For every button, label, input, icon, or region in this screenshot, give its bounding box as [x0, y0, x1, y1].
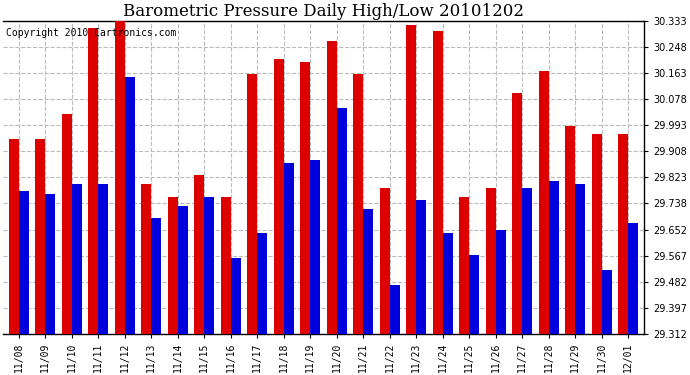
Bar	[194, 175, 204, 334]
Bar	[45, 194, 55, 334]
Bar	[115, 21, 125, 334]
Title: Barometric Pressure Daily High/Low 20101202: Barometric Pressure Daily High/Low 20101…	[123, 3, 524, 20]
Bar	[178, 206, 188, 334]
Bar	[592, 134, 602, 334]
Text: Copyright 2010 Cartronics.com: Copyright 2010 Cartronics.com	[6, 28, 177, 38]
Bar	[88, 28, 98, 334]
Bar	[310, 160, 320, 334]
Bar	[416, 200, 426, 334]
Bar	[629, 223, 638, 334]
Bar	[353, 74, 363, 334]
Bar	[380, 188, 390, 334]
Bar	[204, 197, 215, 334]
Bar	[141, 184, 151, 334]
Bar	[469, 255, 480, 334]
Bar	[390, 285, 400, 334]
Bar	[459, 197, 469, 334]
Bar	[337, 108, 347, 334]
Bar	[284, 163, 294, 334]
Bar	[168, 197, 178, 334]
Bar	[433, 32, 443, 334]
Bar	[512, 93, 522, 334]
Bar	[151, 218, 161, 334]
Bar	[230, 258, 241, 334]
Bar	[61, 114, 72, 334]
Bar	[8, 138, 19, 334]
Bar	[221, 197, 230, 334]
Bar	[602, 270, 612, 334]
Bar	[125, 77, 135, 334]
Bar	[575, 184, 585, 334]
Bar	[618, 134, 629, 334]
Bar	[257, 233, 267, 334]
Bar	[98, 184, 108, 334]
Bar	[274, 59, 284, 334]
Bar	[486, 188, 496, 334]
Bar	[300, 62, 310, 334]
Bar	[72, 184, 81, 334]
Bar	[247, 74, 257, 334]
Bar	[443, 233, 453, 334]
Bar	[326, 40, 337, 334]
Bar	[496, 230, 506, 334]
Bar	[539, 71, 549, 334]
Bar	[19, 190, 29, 334]
Bar	[406, 25, 416, 334]
Bar	[363, 209, 373, 334]
Bar	[549, 182, 559, 334]
Bar	[35, 138, 45, 334]
Bar	[522, 188, 533, 334]
Bar	[565, 126, 575, 334]
